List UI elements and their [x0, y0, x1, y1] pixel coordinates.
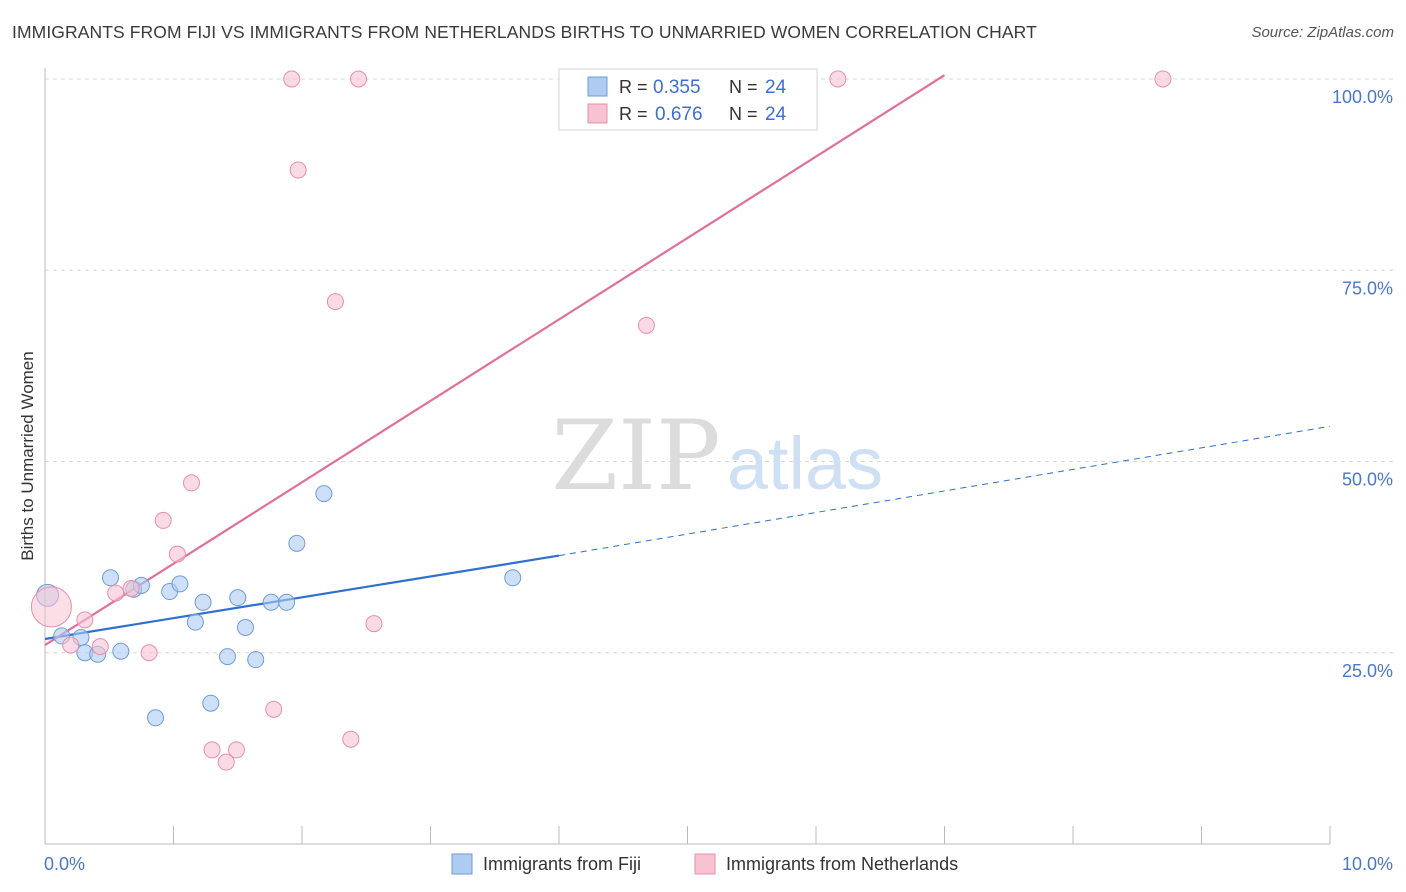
point-fiji [315, 485, 333, 503]
point-netherlands [76, 611, 94, 629]
y-tick-label: 50.0% [1342, 470, 1393, 490]
gridlines [45, 78, 1395, 654]
legend-r-label-netherlands: R = [619, 104, 648, 124]
x-tick-label-max: 10.0% [1342, 854, 1393, 874]
point-fiji [147, 709, 165, 727]
y-tick-labels: 25.0% 50.0% 75.0% 100.0% [1332, 87, 1393, 681]
point-netherlands [342, 730, 360, 748]
point-fiji [504, 569, 522, 587]
y-tick-label: 75.0% [1342, 278, 1393, 298]
point-netherlands [829, 70, 847, 88]
series-legend-swatch-netherlands [694, 853, 716, 875]
point-netherlands [1154, 70, 1172, 88]
watermark-zip: ZIP [551, 400, 720, 512]
point-netherlands [182, 474, 200, 492]
point-fiji [229, 589, 247, 607]
legend-n-value-netherlands: 24 [765, 104, 787, 125]
point-fiji [171, 575, 189, 593]
data-points [30, 70, 1172, 771]
chart-title: IMMIGRANTS FROM FIJI VS IMMIGRANTS FROM … [12, 22, 1037, 42]
point-netherlands [203, 741, 221, 759]
point-netherlands [283, 70, 301, 88]
point-netherlands [350, 70, 368, 88]
point-netherlands [217, 753, 235, 771]
point-netherlands [140, 644, 158, 662]
point-fiji [288, 534, 306, 552]
trend-line-netherlands [44, 74, 946, 647]
point-fiji [236, 619, 254, 637]
trend-line-fiji [44, 554, 560, 641]
legend-r-label-fiji: R = [619, 77, 648, 97]
point-netherlands [265, 700, 283, 718]
point-netherlands [154, 511, 172, 529]
point-netherlands [122, 579, 140, 597]
point-netherlands [30, 586, 72, 628]
watermark-atlas: atlas [727, 422, 883, 505]
point-netherlands [62, 636, 80, 654]
point-fiji [218, 648, 236, 666]
legend-swatch-fiji [587, 76, 608, 97]
series-legend-swatch-fiji [451, 853, 473, 875]
series-legend-label-fiji: Immigrants from Fiji [483, 854, 641, 874]
point-fiji [194, 593, 212, 611]
legend-n-label-netherlands: N = [729, 104, 758, 124]
legend-n-value-fiji: 24 [765, 77, 787, 98]
correlation-legend: R = 0.355 N = 24 R = 0.676 N = 24 [558, 68, 818, 131]
point-netherlands [326, 293, 344, 311]
point-netherlands [107, 584, 125, 602]
point-fiji [278, 593, 296, 611]
point-netherlands [168, 545, 186, 563]
x-tick-label-min: 0.0% [44, 854, 85, 874]
series-legend-label-netherlands: Immigrants from Netherlands [726, 854, 958, 874]
series-legend: Immigrants from Fiji Immigrants from Net… [451, 853, 958, 875]
point-fiji [247, 651, 265, 669]
y-tick-label: 25.0% [1342, 661, 1393, 681]
axes [44, 68, 1331, 845]
point-fiji [102, 569, 120, 587]
point-netherlands [637, 316, 655, 334]
y-axis-label: Births to Unmarried Women [18, 351, 37, 560]
legend-swatch-netherlands [587, 103, 608, 124]
legend-r-value-netherlands: 0.676 [655, 104, 703, 125]
watermark: ZIP atlas [551, 400, 883, 512]
trend-line-fiji-extension [558, 425, 1331, 557]
point-fiji [202, 694, 220, 712]
point-fiji [186, 613, 204, 631]
legend-n-label-fiji: N = [729, 77, 758, 97]
point-netherlands [227, 741, 245, 759]
x-tick-labels: 0.0% 10.0% [44, 854, 1393, 874]
y-tick-label: 100.0% [1332, 87, 1393, 107]
point-netherlands [91, 638, 109, 656]
source-label: Source: ZipAtlas.com [1251, 24, 1394, 41]
legend-r-value-fiji: 0.355 [653, 77, 701, 98]
point-netherlands [365, 615, 383, 633]
point-netherlands [289, 161, 307, 179]
point-fiji [262, 593, 280, 611]
trend-lines [44, 74, 1331, 647]
point-fiji [112, 642, 130, 660]
